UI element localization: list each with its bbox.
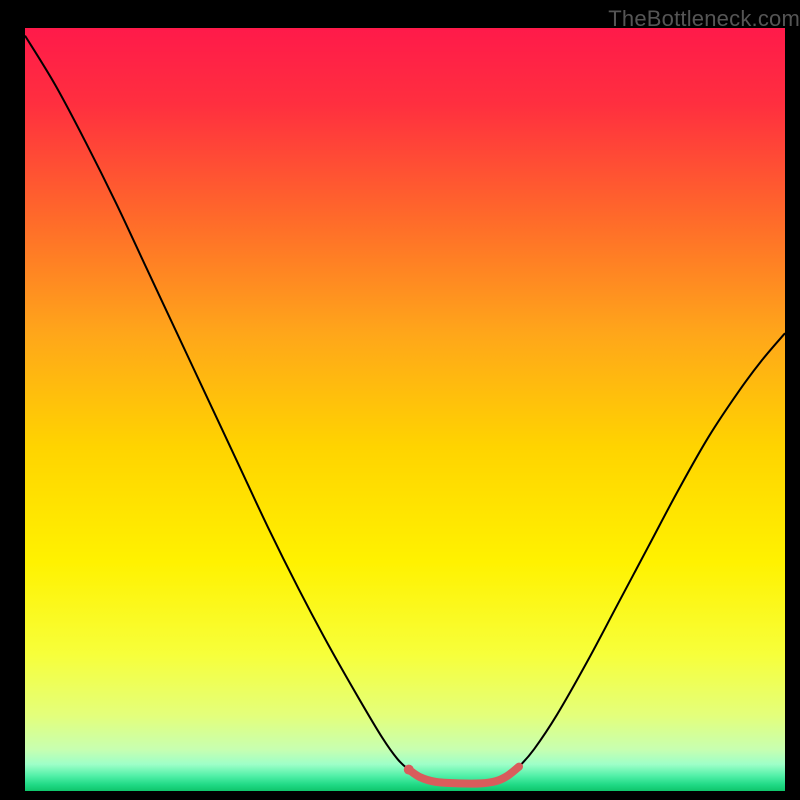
bottleneck-curve (25, 36, 785, 784)
bottleneck-chart: TheBottleneck.com (0, 0, 800, 800)
bottom-highlight (409, 767, 519, 784)
plot-area (25, 28, 785, 791)
highlight-start-dot (404, 765, 414, 775)
curve-layer (25, 28, 785, 791)
